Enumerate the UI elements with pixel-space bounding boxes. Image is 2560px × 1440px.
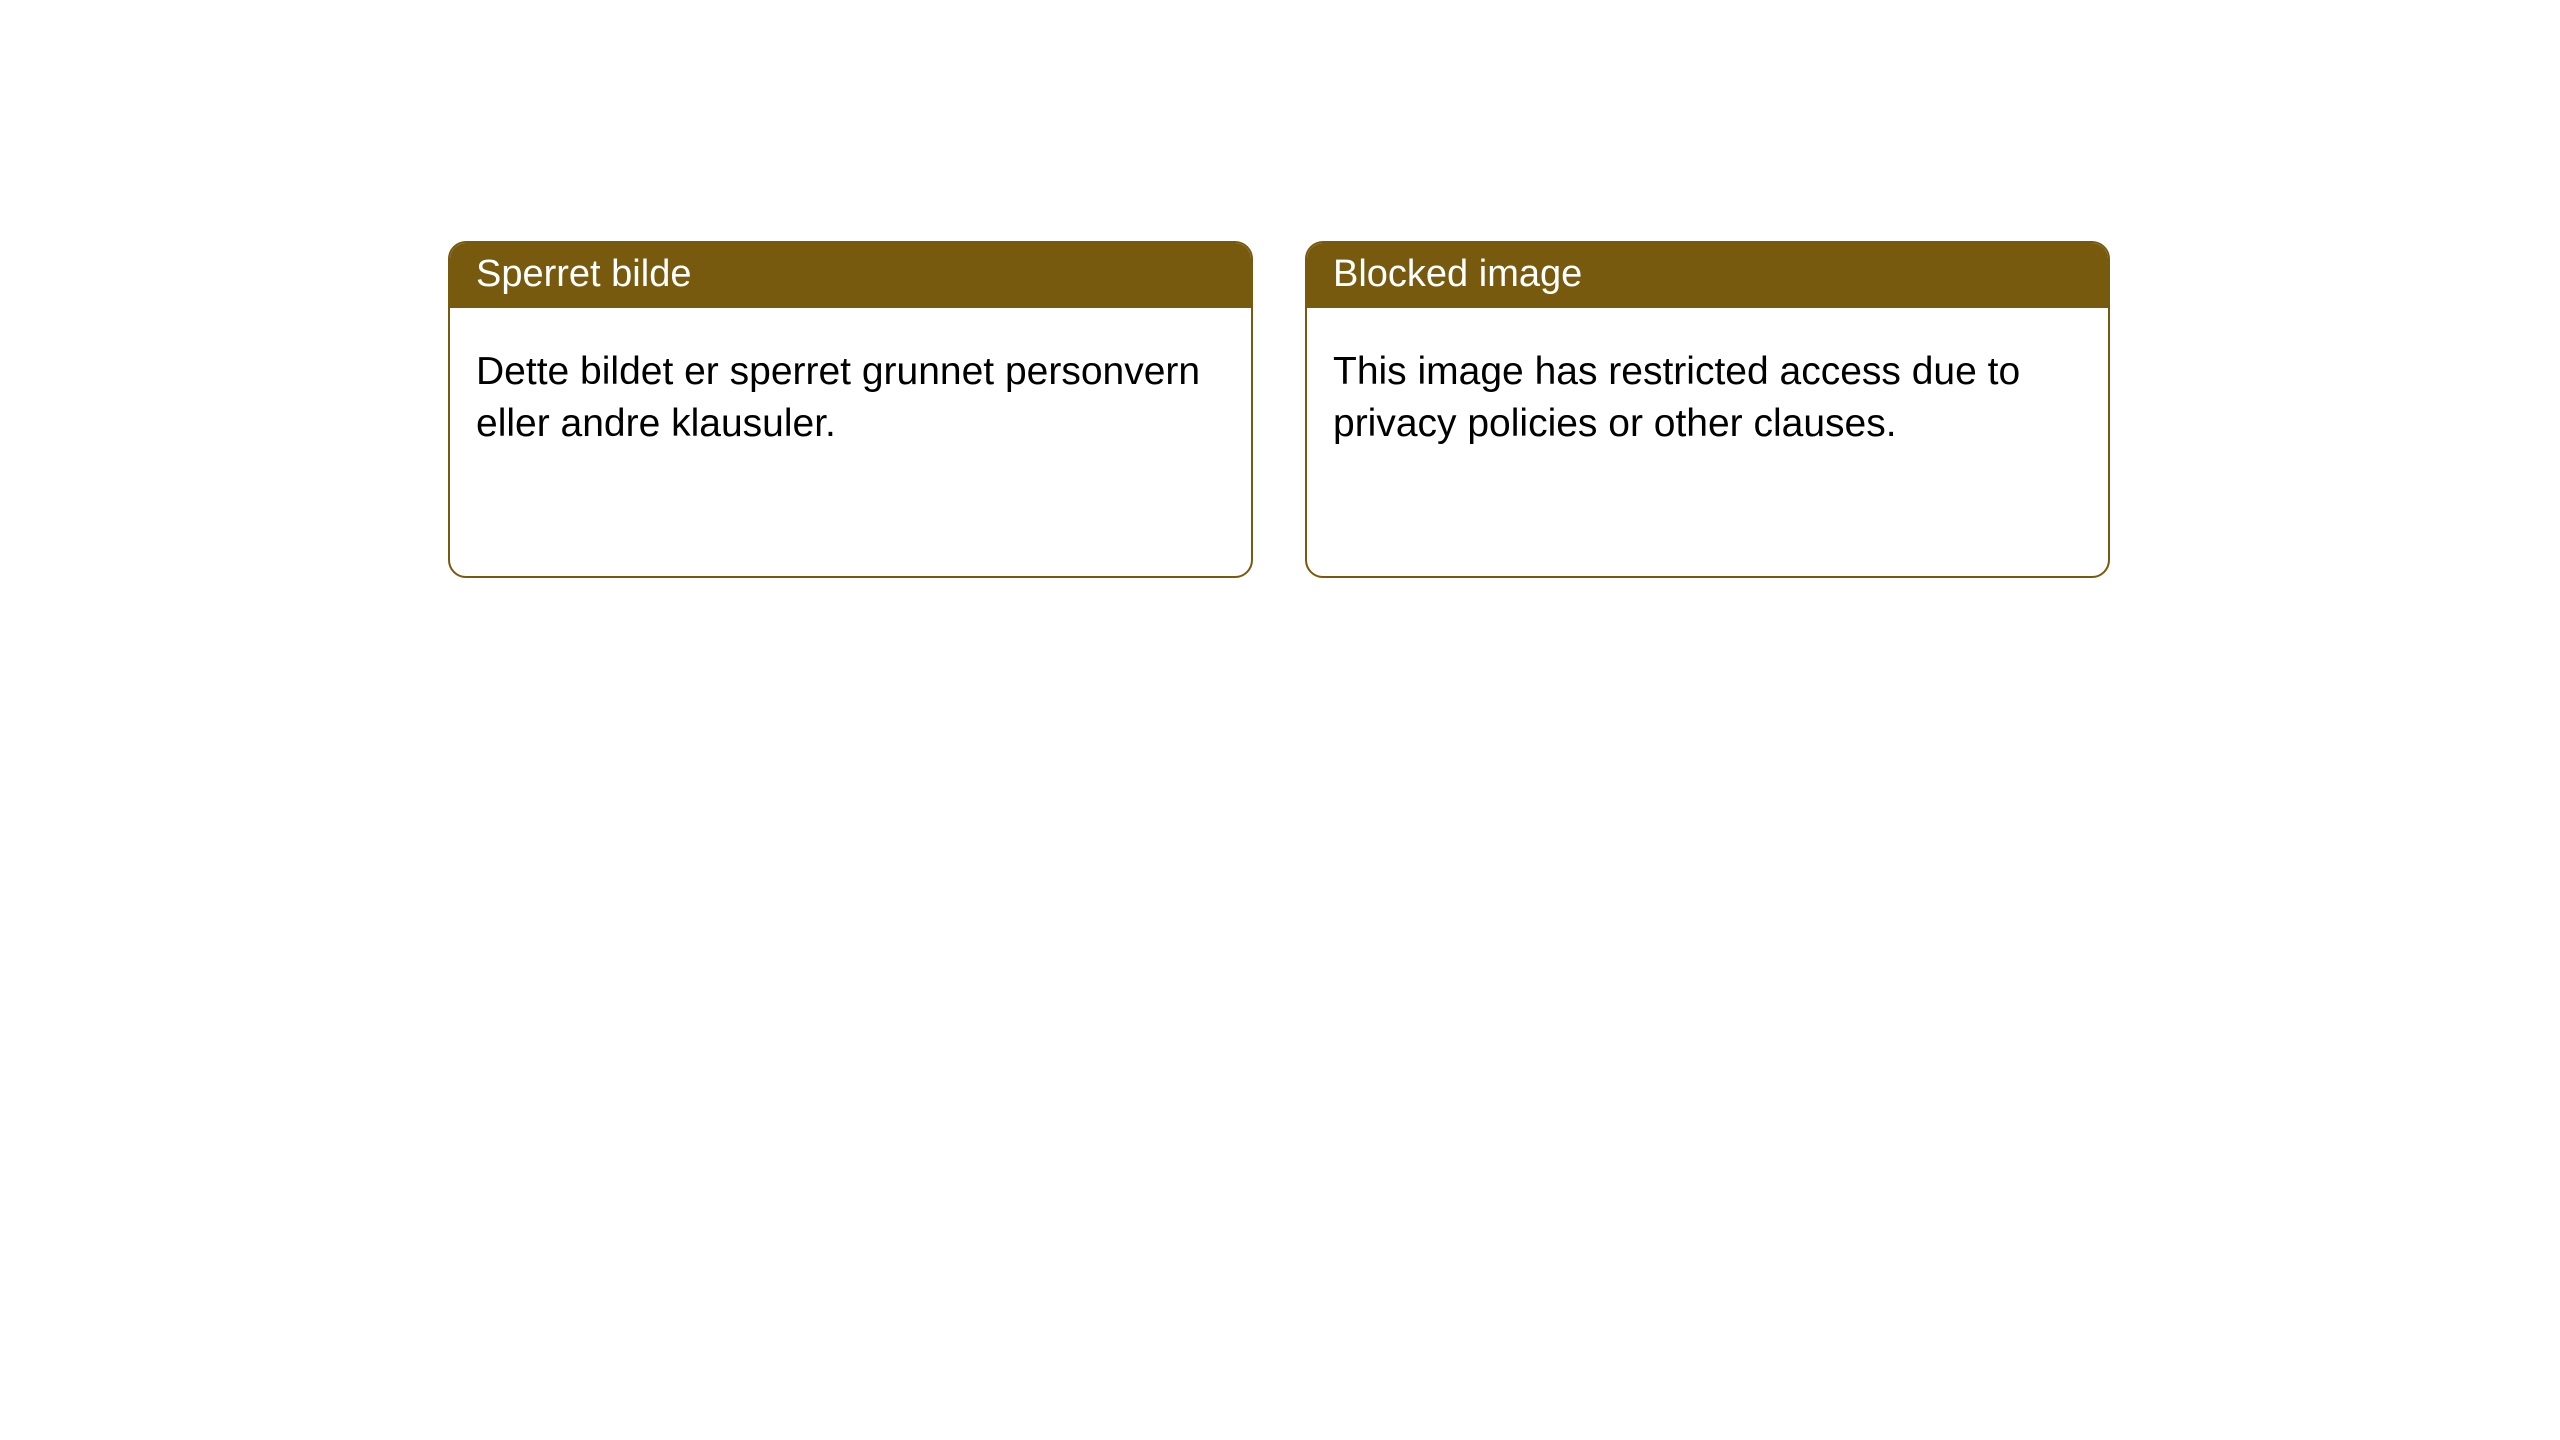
card-message: This image has restricted access due to … — [1333, 350, 2020, 445]
notice-card-norwegian: Sperret bilde Dette bildet er sperret gr… — [448, 241, 1253, 578]
card-header: Blocked image — [1307, 243, 2108, 308]
card-title: Blocked image — [1333, 253, 1582, 295]
card-header: Sperret bilde — [450, 243, 1251, 308]
notice-container: Sperret bilde Dette bildet er sperret gr… — [448, 241, 2110, 578]
card-body: This image has restricted access due to … — [1307, 308, 2108, 476]
notice-card-english: Blocked image This image has restricted … — [1305, 241, 2110, 578]
card-title: Sperret bilde — [476, 253, 691, 295]
card-message: Dette bildet er sperret grunnet personve… — [476, 350, 1200, 445]
card-body: Dette bildet er sperret grunnet personve… — [450, 308, 1251, 476]
